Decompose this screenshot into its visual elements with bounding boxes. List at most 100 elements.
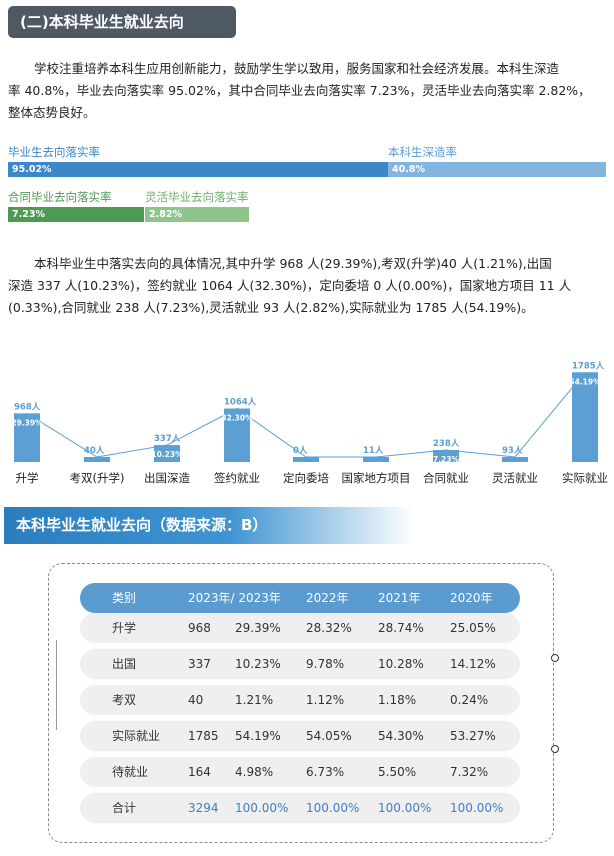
cell-2022: 100.00% (306, 801, 360, 815)
chart-category-label: 签约就业 (214, 471, 260, 485)
cell-category: 实际就业 (112, 729, 161, 743)
table-header-row: 类别 2023年/ 2023年 2022年 2021年 2020年 (80, 583, 520, 613)
chart-bar (572, 372, 598, 462)
cell-category: 考双 (112, 693, 137, 707)
chart-count-label: 968人 (14, 401, 41, 412)
header-2023: 2023年/ 2023年 (188, 591, 281, 605)
cell-2022: 6.73% (306, 765, 345, 779)
table-row: 待就业 164 4.98% 6.73% 5.50% 7.32% (80, 757, 520, 787)
chart-count-label: 337人 (154, 433, 181, 444)
intro-line-3: 整体态势良好。 (8, 105, 96, 120)
further-study-rate-bar: 40.8% (388, 162, 606, 177)
table-total-row: 合计 3294 100.00% 100.00% 100.00% 100.00% (80, 793, 520, 823)
intro-line-1: 学校注重培养本科生应用创新能力，鼓励学生学以致用，服务国家和社会经济发展。本科生… (34, 61, 560, 76)
further-study-rate-value: 40.8% (392, 164, 425, 175)
frame-dot-upper (551, 654, 559, 662)
detail-line-3: (0.33%),合同就业 238 人(7.23%),灵活就业 93 人(2.82… (8, 300, 534, 315)
table-section-title: 本科毕业生就业去向（数据来源：B） (16, 516, 268, 534)
chart-count-label: 0人 (293, 445, 308, 456)
chart-category-label: 合同就业 (423, 471, 469, 485)
chart-count-label: 40人 (84, 445, 105, 456)
cell-2023: 29.39% (235, 621, 281, 635)
placement-rate-bar: 95.02% (8, 162, 388, 177)
header-2022: 2022年 (306, 591, 349, 605)
chart-category-label: 定向委培 (283, 471, 329, 485)
chart-category-label: 考双(升学) (70, 471, 125, 485)
cell-2020: 7.32% (450, 765, 489, 779)
flexible-rate-value: 2.82% (149, 209, 182, 220)
table-row: 实际就业 1785 54.19% 54.05% 54.30% 53.27% (80, 721, 520, 751)
frame-dot-lower (551, 745, 559, 753)
cell-count: 337 (188, 657, 211, 671)
chart-count-label: 93人 (502, 445, 523, 456)
section-title-pill: (二)本科毕业生就业去向 (8, 6, 236, 38)
table-frame (48, 563, 554, 843)
chart-percent-label: 2.82% (502, 462, 529, 471)
cell-2023: 10.23% (235, 657, 281, 671)
cell-2021: 100.00% (378, 801, 432, 815)
chart-bar (14, 413, 40, 462)
chart-percent-label: 1.21% (84, 462, 111, 471)
cell-count: 40 (188, 693, 204, 707)
chart-bar (84, 457, 110, 462)
cell-2021: 5.50% (378, 765, 417, 779)
chart-category-label: 灵活就业 (492, 471, 538, 485)
chart-percent-label: 29.39% (11, 418, 43, 427)
detail-line-1: 本科毕业生中落实去向的具体情况,其中升学 968 人(29.39%),考双(升学… (34, 256, 552, 271)
cell-2023: 100.00% (235, 801, 289, 815)
chart-bar (363, 457, 389, 462)
chart-count-label: 1064人 (224, 397, 257, 408)
contract-rate-bar: 7.23% (8, 207, 144, 222)
cell-2023: 54.19% (235, 729, 281, 743)
cell-category: 待就业 (112, 765, 149, 779)
table-row: 考双 40 1.21% 1.12% 1.18% 0.24% (80, 685, 520, 715)
cell-2022: 1.12% (306, 693, 345, 707)
cell-2021: 10.28% (378, 657, 424, 671)
chart-category-label: 升学 (16, 471, 39, 485)
chart-category-label: 国家地方项目 (342, 471, 411, 485)
cell-category: 出国 (112, 657, 137, 671)
chart-percent-label: 10.23% (151, 450, 183, 459)
section-title: (二)本科毕业生就业去向 (20, 13, 184, 31)
cell-2021: 1.18% (378, 693, 417, 707)
chart-category-label: 实际就业 (562, 471, 608, 485)
cell-2022: 54.05% (306, 729, 352, 743)
chart-bar (502, 457, 528, 462)
chart-count-label: 238人 (433, 438, 460, 449)
cell-count: 164 (188, 765, 211, 779)
placement-rate-value: 95.02% (12, 164, 52, 175)
chart-percent-label: 0.00% (293, 462, 320, 471)
cell-2023: 1.21% (235, 693, 274, 707)
cell-count: 1785 (188, 729, 219, 743)
chart-percent-label: 32.30% (221, 414, 253, 423)
flexible-rate-bar: 2.82% (145, 207, 249, 222)
cell-count: 3294 (188, 801, 219, 815)
table-section-header: 本科毕业生就业去向（数据来源：B） (4, 507, 414, 544)
chart-category-label: 出国深造 (144, 471, 190, 485)
cell-count: 968 (188, 621, 211, 635)
cell-2020: 25.05% (450, 621, 496, 635)
table-row: 出国 337 10.23% 9.78% 10.28% 14.12% (80, 649, 520, 679)
employment-destination-chart: 968人 29.39% 升学 40人 1.21%考双(升学) 337人 10.23% 出国深造… (11, 360, 608, 485)
cell-2023: 4.98% (235, 765, 274, 779)
header-category: 类别 (112, 591, 137, 605)
contract-rate-label: 合同毕业去向落实率 (8, 190, 112, 204)
header-2021: 2021年 (378, 591, 421, 605)
header-2020: 2020年 (450, 591, 493, 605)
chart-count-label: 1785人 (572, 360, 605, 371)
chart-count-label: 11人 (363, 445, 384, 456)
cell-2022: 28.32% (306, 621, 352, 635)
cell-2020: 14.12% (450, 657, 496, 671)
cell-2022: 9.78% (306, 657, 345, 671)
further-study-rate-label: 本科生深造率 (388, 145, 457, 159)
flexible-rate-label: 灵活毕业去向落实率 (145, 190, 249, 204)
chart-percent-label: 54.19% (569, 377, 601, 386)
chart-bar (433, 450, 459, 462)
intro-line-2: 率 40.8%，毕业去向落实率 95.02%，其中合同毕业去向落实率 7.23%… (8, 83, 591, 98)
cell-category: 升学 (112, 621, 137, 635)
cell-2020: 100.00% (450, 801, 504, 815)
cell-2021: 28.74% (378, 621, 424, 635)
table-row: 升学 968 29.39% 28.32% 28.74% 25.05% (80, 613, 520, 643)
cell-category: 合计 (112, 801, 137, 815)
chart-trend-line (26, 371, 586, 458)
